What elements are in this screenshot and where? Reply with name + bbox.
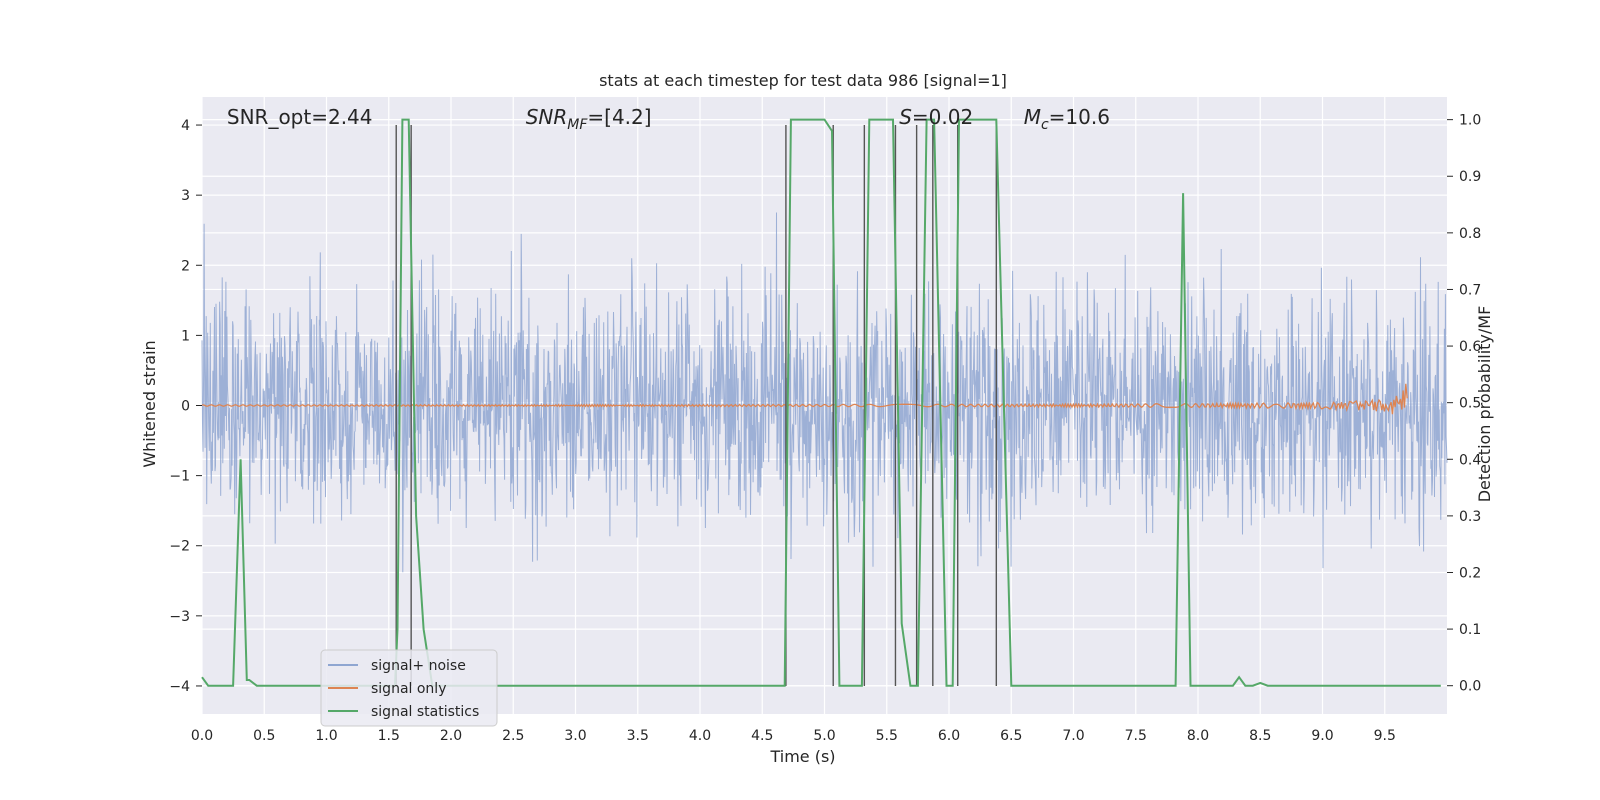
y-right-axis-label: Detection probability/MF bbox=[1475, 306, 1494, 503]
series-signal-only bbox=[202, 383, 1408, 415]
y-left-tick-label: 1 bbox=[181, 328, 190, 344]
x-tick-label: 0.0 bbox=[191, 728, 213, 744]
annotation-text: S=0.02 bbox=[899, 105, 973, 129]
x-tick-label: 3.5 bbox=[627, 728, 649, 744]
annotation-text: SNR_opt=2.44 bbox=[227, 105, 373, 129]
x-tick-label: 2.5 bbox=[502, 728, 524, 744]
legend-label-signal-only: signal only bbox=[371, 681, 446, 697]
y-right-tick-label: 0.5 bbox=[1459, 396, 1481, 412]
x-tick-label: 1.0 bbox=[315, 728, 337, 744]
x-tick-label: 9.0 bbox=[1311, 728, 1333, 744]
noise-trace bbox=[201, 212, 1448, 573]
x-tick-label: 6.5 bbox=[1000, 728, 1022, 744]
series-signal-noise bbox=[201, 212, 1448, 573]
x-tick-label: 3.0 bbox=[564, 728, 586, 744]
x-tick-label: 5.5 bbox=[876, 728, 898, 744]
x-axis-ticks: 0.0 0.5 1.0 1.5 2.0 2.5 3.0 3.5 4.0 4.5 5.0 5.5 6.0 6… bbox=[191, 728, 1396, 744]
x-tick-label: 1.5 bbox=[378, 728, 400, 744]
y-left-tick-label: −1 bbox=[169, 469, 190, 485]
annotation-text: Mc=10.6 bbox=[1024, 105, 1110, 133]
legend-label-signal-statistics: signal statistics bbox=[371, 704, 479, 720]
y-left-tick-label: 2 bbox=[181, 258, 190, 274]
statistics-line bbox=[201, 118, 1441, 687]
y-right-tick-label: 0.6 bbox=[1459, 339, 1481, 355]
legend: signal+ noise signal only signal statist… bbox=[320, 649, 498, 727]
y-left-tick-label: 3 bbox=[181, 188, 190, 204]
annotation-text: SNRMF=[4.2] bbox=[526, 105, 652, 133]
y-right-tick-label: 0.3 bbox=[1459, 509, 1481, 525]
x-tick-label: 5.0 bbox=[813, 728, 835, 744]
x-tick-label: 4.5 bbox=[751, 728, 773, 744]
y-right-tick-label: 0.7 bbox=[1459, 282, 1481, 298]
y-right-tick-label: 0.9 bbox=[1459, 169, 1481, 185]
x-tick-label: 8.0 bbox=[1187, 728, 1209, 744]
series-signal-statistics bbox=[201, 118, 1441, 687]
chirp-trace bbox=[202, 383, 1408, 415]
y-right-tick-label: 0.8 bbox=[1459, 226, 1481, 242]
y-right-axis-ticks: 0.0 0.1 0.2 0.3 0.4 0.5 0.6 0.7 0.8 0.9 1.0 bbox=[1447, 113, 1481, 695]
y-right-tick-label: 0.1 bbox=[1459, 622, 1481, 638]
y-right-tick-label: 0.4 bbox=[1459, 452, 1481, 468]
annotations: SNR_opt=2.44 SNRMF=[4.2] S=0.02 Mc=10.6 bbox=[227, 105, 1110, 133]
y-left-tick-label: 4 bbox=[181, 118, 190, 134]
chart-title: stats at each timestep for test data 986… bbox=[599, 71, 1007, 90]
x-tick-label: 4.0 bbox=[689, 728, 711, 744]
y-left-tick-label: −4 bbox=[169, 679, 190, 695]
legend-box bbox=[320, 649, 498, 727]
x-tick-label: 7.0 bbox=[1062, 728, 1084, 744]
x-tick-label: 7.5 bbox=[1125, 728, 1147, 744]
x-tick-label: 6.0 bbox=[938, 728, 960, 744]
x-tick-label: 2.0 bbox=[440, 728, 462, 744]
x-tick-label: 9.5 bbox=[1374, 728, 1396, 744]
y-right-tick-label: 0.2 bbox=[1459, 565, 1481, 581]
y-right-tick-label: 1.0 bbox=[1459, 113, 1481, 129]
x-tick-label: 8.5 bbox=[1249, 728, 1271, 744]
y-right-tick-label: 0.0 bbox=[1459, 679, 1481, 695]
y-left-tick-label: 0 bbox=[181, 399, 190, 415]
x-tick-label: 0.5 bbox=[253, 728, 275, 744]
legend-label-signal-noise: signal+ noise bbox=[371, 658, 466, 674]
y-left-axis-label: Whitened strain bbox=[140, 340, 159, 467]
x-axis-label: Time (s) bbox=[769, 747, 835, 766]
y-left-tick-label: −3 bbox=[169, 609, 190, 625]
vertical-markers bbox=[395, 125, 998, 686]
y-left-axis-ticks: −4 −3 −2 −1 0 1 2 3 4 bbox=[169, 118, 202, 695]
y-left-tick-label: −2 bbox=[169, 539, 190, 555]
